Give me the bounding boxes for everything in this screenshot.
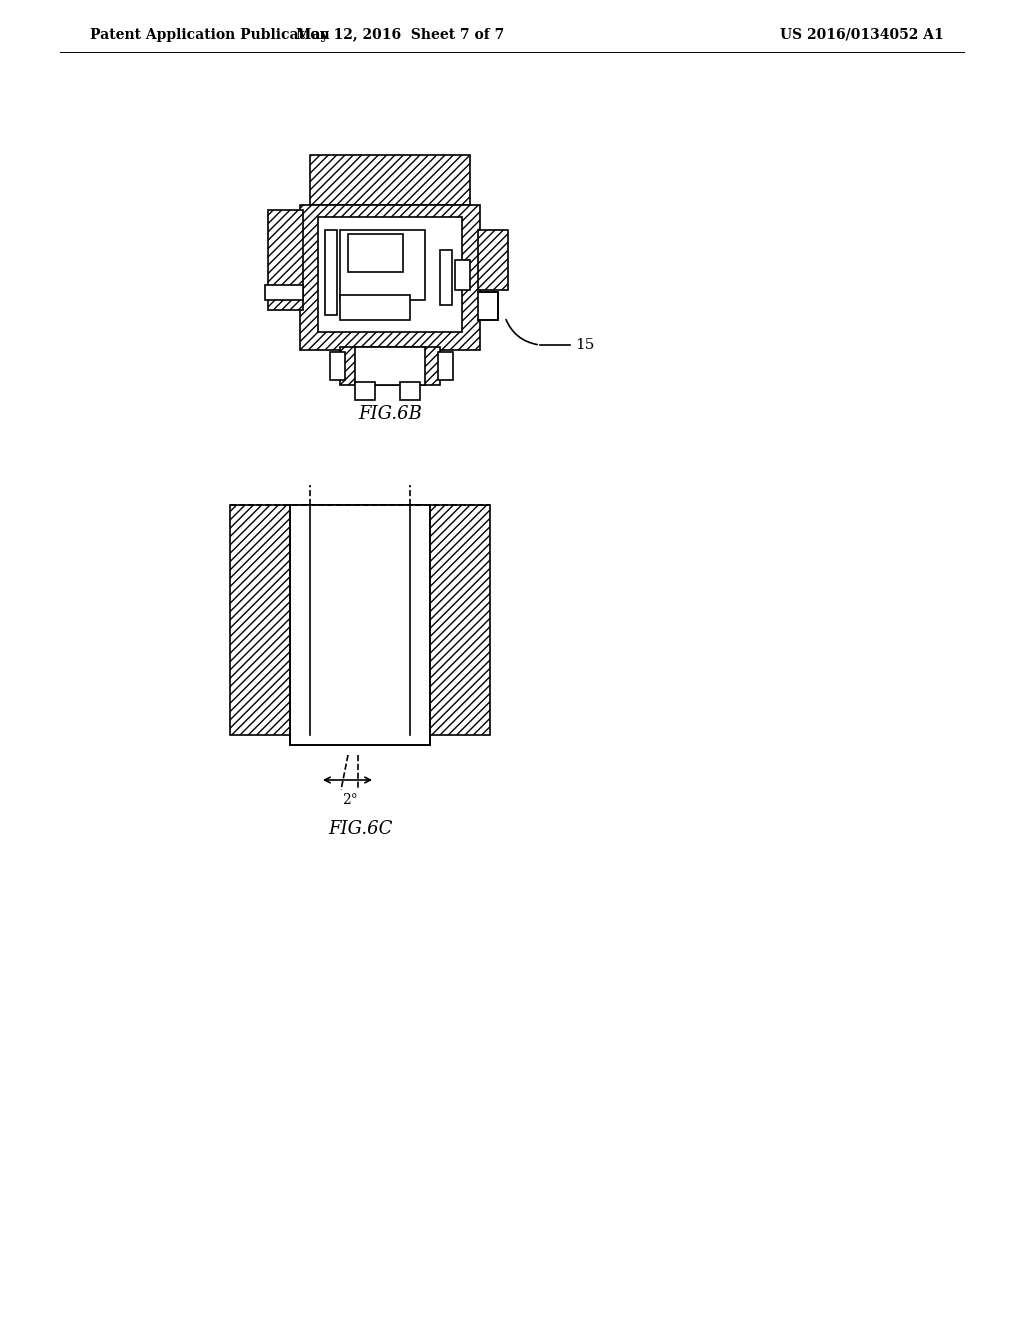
Bar (400, 381, 420, 400)
Bar (230, 506, 490, 735)
Bar (348, 234, 403, 272)
Bar (325, 230, 337, 315)
Text: 15: 15 (575, 338, 594, 352)
Bar (265, 285, 303, 300)
Bar (478, 230, 508, 290)
Bar (330, 352, 345, 380)
Bar (268, 210, 303, 310)
Text: US 2016/0134052 A1: US 2016/0134052 A1 (780, 28, 944, 42)
Text: FIG.6B: FIG.6B (358, 405, 422, 422)
Bar (290, 506, 430, 744)
Text: FIG.6C: FIG.6C (328, 820, 392, 838)
Bar (340, 347, 440, 385)
Text: Patent Application Publication: Patent Application Publication (90, 28, 330, 42)
Bar (355, 381, 375, 400)
Bar (340, 294, 410, 319)
Bar (318, 216, 462, 333)
Bar (438, 352, 453, 380)
Text: May 12, 2016  Sheet 7 of 7: May 12, 2016 Sheet 7 of 7 (296, 28, 504, 42)
Bar (340, 230, 425, 300)
Text: 2°: 2° (342, 793, 357, 807)
Bar (300, 205, 480, 350)
Bar (478, 292, 498, 319)
Bar (440, 249, 452, 305)
Bar (355, 347, 425, 385)
Bar (310, 154, 470, 205)
Bar (455, 260, 470, 290)
